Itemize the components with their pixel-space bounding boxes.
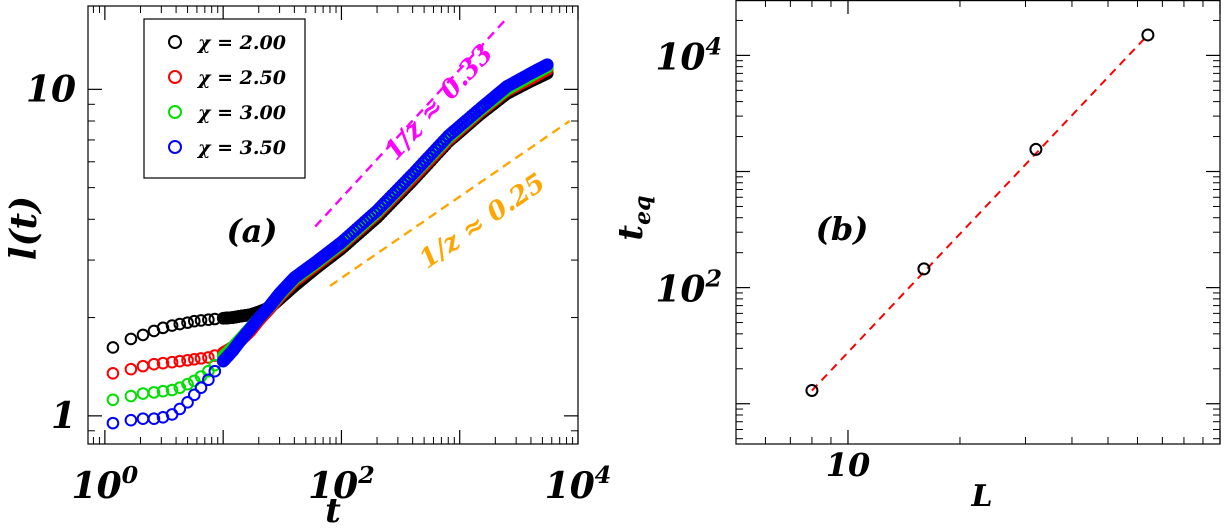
panel-a-data-point <box>436 135 450 148</box>
panel-a-data-point <box>539 58 553 72</box>
legend-marker <box>168 140 182 154</box>
panel-a-data-point <box>194 314 208 327</box>
panel-a-data-point <box>181 316 194 329</box>
panel-a-data-point <box>365 208 379 222</box>
panel-b-y-tick-label: 104 <box>655 32 722 78</box>
panel-a-data-point <box>401 173 414 186</box>
panel-a-x-axis-label: t <box>325 491 341 526</box>
panel-a-data-point <box>124 389 138 403</box>
panel-a-data-point <box>124 332 138 346</box>
panel-a-data-point <box>165 355 179 369</box>
panel-a-data-point <box>124 362 138 376</box>
panel-b-data-point <box>1029 142 1043 156</box>
panel-b-data-point <box>805 384 819 398</box>
panel-a-y-axis-label: l(t) <box>3 196 45 260</box>
panel-a-data-point <box>106 341 120 354</box>
panel-b-frame <box>735 0 1221 445</box>
panel-a-data-point <box>165 383 179 397</box>
panel-a-data-point <box>173 317 187 331</box>
panel-a-data-point <box>147 412 161 426</box>
panel-a-data-point <box>181 396 194 409</box>
panel-a-slope-line <box>329 120 571 287</box>
panel-a-data-point <box>165 319 179 332</box>
panel-a-x-tick-label: 100 <box>72 461 139 507</box>
panel-a-data-point <box>136 387 150 400</box>
panel-b-label: (b) <box>816 210 869 248</box>
panel-a-label: (a) <box>226 212 277 250</box>
panel-b-x-axis-label: L <box>970 479 992 514</box>
legend-marker <box>168 35 182 49</box>
panel-b-y-tick-label: 102 <box>655 265 722 311</box>
panel-b-fit-line <box>811 34 1149 392</box>
legend-marker <box>168 70 182 84</box>
panel-a-slope-line <box>314 17 508 228</box>
panel-a-data-point <box>202 373 215 387</box>
panel-a-data-point <box>202 313 215 327</box>
legend-label: χ = 2.00 <box>196 32 286 54</box>
panel-a-data-point <box>147 386 161 399</box>
panel-a-y-tick-label: 10 <box>26 68 76 110</box>
panel-a-data-point <box>106 393 120 407</box>
panel-b-x-tick-label: 10 <box>826 446 871 484</box>
panel-a-data-point <box>173 354 187 368</box>
panel-a-data-point <box>181 353 194 367</box>
panel-a-data-point <box>136 412 150 426</box>
panel-a-data-point <box>173 402 187 416</box>
panel-a-data-point <box>147 357 161 371</box>
panel-b-data-point <box>1141 28 1155 42</box>
panel-a-slope-annotation: 1/z ≈ 0.25 <box>414 168 551 275</box>
panel-a-x-tick-label: 104 <box>545 461 612 507</box>
panel-a-data-point <box>124 413 138 427</box>
panel-a-data-point <box>136 328 150 342</box>
panel-a-frame <box>87 5 579 445</box>
panel-b-y-axis-label: teq <box>611 195 656 240</box>
panel-a-legend: χ = 2.00 χ = 2.50 χ = 3.00 χ = 3.50 <box>143 18 306 179</box>
panel-a-data-point <box>173 381 187 394</box>
panel-a-data-point <box>194 381 208 394</box>
panel-a-data-point <box>181 377 194 391</box>
panel-a-data-point <box>194 352 208 365</box>
panel-a-data-point <box>202 351 215 364</box>
panel-a-data-point <box>156 384 170 398</box>
panel-a-x-tick-label: 102 <box>308 461 375 507</box>
panel-b-data-point <box>917 262 931 276</box>
panel-a-data-point <box>208 364 222 378</box>
panel-a-data-point <box>106 416 120 430</box>
legend-marker <box>168 105 182 119</box>
panel-a-data-point <box>106 367 120 380</box>
panel-a-data-point <box>187 353 201 366</box>
legend-label: χ = 3.50 <box>196 137 286 159</box>
panel-a-data-point <box>187 314 201 328</box>
panel-a-y-tick-label: 1 <box>51 395 76 437</box>
panel-a-series <box>106 58 554 430</box>
panel-a-data-point <box>156 356 170 370</box>
panel-a-data-point <box>187 388 201 402</box>
panel-a-data-point <box>136 359 150 373</box>
legend-label: χ = 3.00 <box>196 102 286 124</box>
legend-label: χ = 2.50 <box>196 67 286 89</box>
